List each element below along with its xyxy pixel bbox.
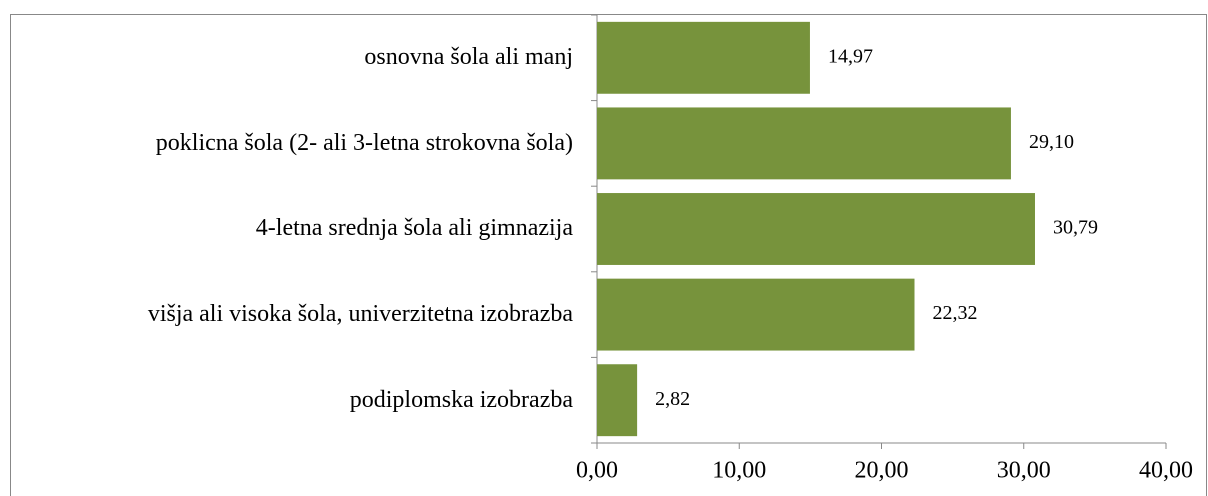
y-tick-label: 4-letna srednja šola ali gimnazija [255, 215, 573, 242]
bar [597, 278, 915, 351]
x-tick-label: 0,00 [576, 458, 618, 484]
data-label: 2,82 [655, 388, 690, 410]
bar [597, 107, 1011, 180]
x-tick-label: 30,00 [997, 458, 1051, 484]
bar [597, 364, 638, 437]
x-tick-label: 40,00 [1139, 458, 1193, 484]
x-tick-label: 20,00 [855, 458, 909, 484]
y-tick-label: poklicna šola (2- ali 3-letna strokovna … [155, 129, 573, 156]
bar [597, 193, 1035, 265]
data-label: 29,10 [1029, 131, 1074, 153]
chart-border [10, 14, 1207, 496]
y-tick-label: podiplomska izobrazba [349, 386, 573, 413]
data-label: 22,32 [933, 302, 978, 324]
data-label: 14,97 [828, 45, 873, 67]
y-tick-label: osnovna šola ali manj [364, 44, 573, 71]
data-label: 30,79 [1053, 217, 1098, 239]
x-tick-label: 10,00 [712, 458, 766, 484]
y-tick-label: višja ali visoka šola, univerzitetna izo… [147, 301, 573, 328]
bar [597, 21, 810, 94]
